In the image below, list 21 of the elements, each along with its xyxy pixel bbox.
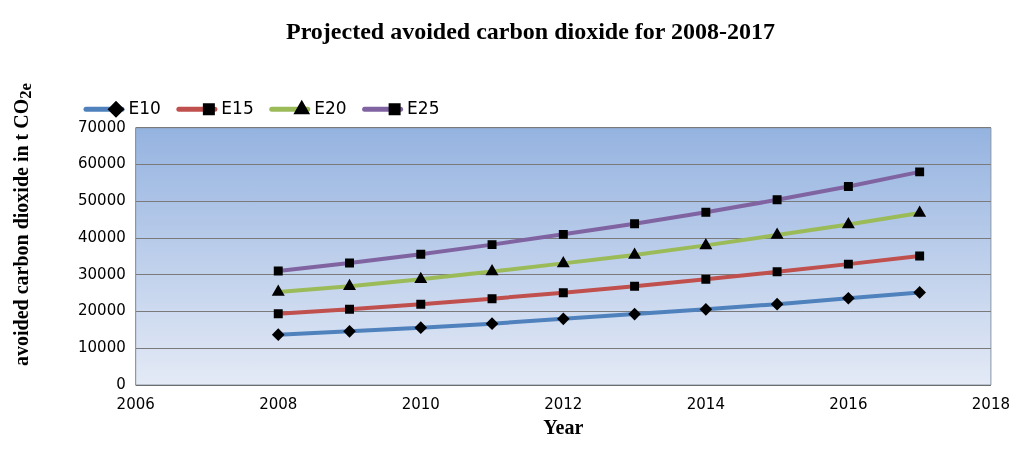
legend-label: E15	[221, 97, 254, 118]
chart-title: Projected avoided carbon dioxide for 2008-2017	[285, 17, 776, 44]
y-tick-label: 60000	[78, 154, 126, 173]
y-tick-label: 10000	[78, 338, 126, 357]
x-tick-label: 2008	[259, 394, 298, 413]
x-tick-label: 2016	[829, 394, 868, 413]
y-tick-label: 20000	[78, 301, 126, 320]
x-tick-label: 2012	[544, 394, 583, 413]
x-tick-label: 2014	[686, 394, 725, 413]
legend-label: E10	[128, 97, 161, 118]
y-tick-label: 0	[116, 374, 126, 393]
legend-label: E25	[407, 97, 440, 118]
legend-label: E20	[314, 97, 347, 118]
y-tick-label: 50000	[78, 191, 126, 210]
x-tick-label: 2018	[971, 394, 1011, 413]
x-tick-label: 2010	[401, 394, 440, 413]
y-tick-label: 40000	[78, 227, 126, 246]
x-tick-label: 2006	[116, 394, 155, 413]
y-tick-label: 70000	[78, 117, 126, 136]
x-axis-title: Year	[543, 416, 584, 439]
y-tick-label: 30000	[78, 264, 126, 283]
